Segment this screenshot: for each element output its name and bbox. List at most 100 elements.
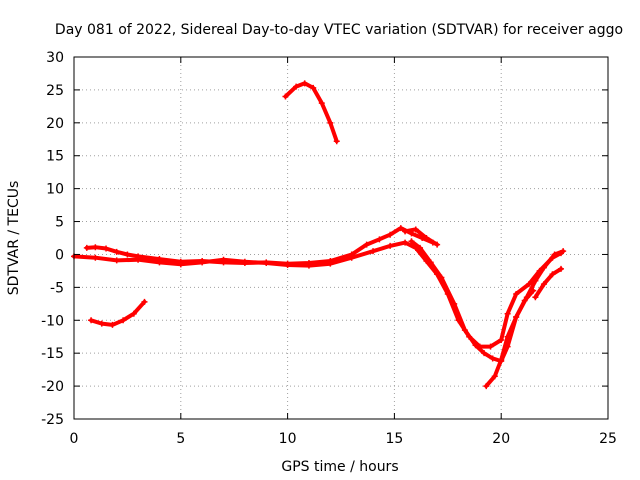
- data-point: [408, 238, 415, 245]
- data-point: [530, 287, 537, 294]
- data-point: [558, 265, 565, 272]
- chart-title: Day 081 of 2022, Sidereal Day-to-day VTE…: [55, 22, 623, 38]
- data-point: [549, 271, 556, 278]
- data-point: [376, 236, 383, 243]
- x-tick-label: 10: [279, 431, 297, 447]
- data-point: [284, 260, 291, 267]
- series-line: [409, 239, 566, 364]
- y-tick-label: -25: [41, 412, 64, 428]
- y-tick-label: 0: [55, 247, 64, 263]
- data-point: [241, 260, 248, 267]
- y-tick-label: 25: [46, 83, 64, 99]
- data-point: [540, 264, 547, 271]
- data-point: [513, 290, 520, 297]
- data-point: [491, 373, 498, 380]
- data-point: [461, 327, 468, 334]
- data-point: [103, 245, 110, 252]
- series-track-e: [483, 287, 537, 390]
- data-point: [387, 231, 394, 238]
- plot-frame: [73, 56, 609, 420]
- x-axis-label: GPS time / hours: [281, 459, 398, 475]
- data-point: [481, 350, 488, 357]
- data-point: [427, 259, 434, 266]
- data-point: [370, 248, 377, 255]
- data-point: [113, 257, 120, 264]
- data-point: [498, 356, 505, 363]
- y-tick-label: -20: [41, 379, 64, 395]
- data-point: [532, 294, 539, 301]
- data-point: [220, 259, 227, 266]
- series-track-d: [402, 226, 441, 248]
- data-point: [513, 313, 520, 320]
- data-point: [263, 259, 270, 266]
- data-point: [504, 310, 511, 317]
- series-track-h: [532, 265, 565, 301]
- data-point: [327, 119, 334, 126]
- data-point: [489, 355, 496, 362]
- data-point: [504, 333, 511, 340]
- data-point: [293, 83, 300, 90]
- data-point: [498, 337, 505, 344]
- data-point: [124, 251, 131, 258]
- data-point: [333, 138, 340, 145]
- data-point: [472, 342, 479, 349]
- data-point: [109, 321, 116, 328]
- data-point: [532, 277, 539, 284]
- data-point: [483, 383, 490, 390]
- data-point: [423, 235, 430, 241]
- data-point: [113, 248, 120, 255]
- x-tick-label: 5: [176, 431, 185, 447]
- data-point: [521, 297, 528, 304]
- x-tick-label: 20: [492, 431, 510, 447]
- x-tick-label: 0: [70, 431, 79, 447]
- data-point: [177, 258, 184, 265]
- data-point: [438, 274, 445, 281]
- data-point: [98, 320, 105, 327]
- grid-lines: [74, 57, 608, 419]
- data-point: [348, 251, 355, 258]
- y-tick-label: 5: [55, 215, 64, 231]
- y-tick-label: 20: [46, 116, 64, 132]
- data-point: [327, 258, 334, 265]
- data-point: [83, 244, 90, 251]
- y-tick-label: 30: [46, 50, 64, 66]
- series-track-f: [88, 298, 148, 328]
- data-point: [318, 100, 325, 107]
- data-point: [487, 343, 494, 350]
- y-axis-label: SDTVAR / TECUs: [6, 181, 22, 296]
- data-point: [305, 260, 312, 267]
- data-point: [560, 248, 567, 255]
- data-point: [525, 281, 532, 288]
- data-point: [88, 317, 95, 324]
- y-tick-label: -15: [41, 346, 64, 362]
- data-point: [130, 310, 137, 317]
- data-point: [412, 226, 419, 233]
- y-tick-label: 15: [46, 149, 64, 165]
- data-point: [282, 93, 289, 100]
- data-point: [451, 300, 458, 307]
- data-point: [434, 241, 441, 248]
- data-point: [540, 281, 547, 288]
- data-point: [363, 241, 370, 248]
- data-point: [92, 244, 99, 251]
- data-point: [417, 244, 424, 251]
- data-point: [141, 298, 148, 305]
- data-point: [92, 254, 99, 261]
- series-track-g: [282, 80, 340, 145]
- data-point: [402, 228, 409, 235]
- y-tick-label: -5: [50, 280, 64, 296]
- data-points: [71, 80, 567, 390]
- data-point: [301, 80, 308, 87]
- series-line: [72, 240, 563, 349]
- data-point: [551, 251, 558, 258]
- data-point: [397, 225, 404, 232]
- data-point: [135, 253, 142, 260]
- data-point: [156, 256, 163, 263]
- y-tick-label: 10: [46, 182, 64, 198]
- y-tick-label: -10: [41, 313, 64, 329]
- x-tick-label: 15: [385, 431, 403, 447]
- series-line: [533, 266, 563, 300]
- x-tick-label: 25: [599, 431, 617, 447]
- data-point: [120, 317, 127, 324]
